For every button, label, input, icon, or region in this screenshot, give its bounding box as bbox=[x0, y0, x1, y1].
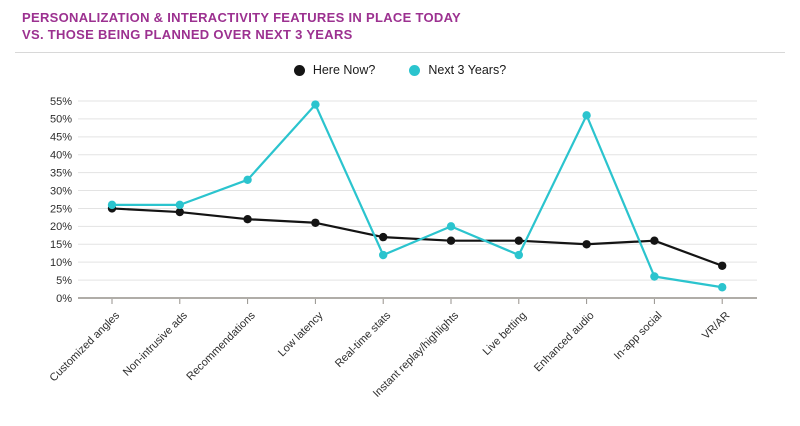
data-point-here-now bbox=[650, 236, 659, 245]
x-category-label: Low latency bbox=[276, 309, 326, 359]
legend: Here Now? Next 3 Years? bbox=[0, 63, 800, 77]
data-point-here-now bbox=[718, 261, 727, 270]
data-point-next-3-years bbox=[243, 175, 252, 184]
data-point-next-3-years bbox=[514, 250, 523, 260]
x-category-label: Customized angles bbox=[47, 309, 122, 384]
legend-label-here-now: Here Now? bbox=[312, 63, 376, 77]
data-point-next-3-years bbox=[311, 100, 320, 109]
x-category-label: Live betting bbox=[481, 310, 529, 358]
data-point-next-3-years bbox=[175, 200, 184, 210]
data-point-here-now bbox=[379, 232, 388, 242]
legend-swatch-next-3-years bbox=[409, 64, 421, 76]
chart-title-line1: PERSONALIZATION & INTERACTIVITY FEATURES… bbox=[22, 10, 462, 25]
y-tick-label: 50% bbox=[50, 114, 72, 126]
data-point-here-now bbox=[243, 215, 252, 224]
series-line-next-3-years bbox=[110, 103, 724, 289]
legend-item-next-3-years: Next 3 Years? bbox=[409, 63, 506, 77]
x-category-label: VR/AR bbox=[700, 310, 732, 342]
y-tick-label: 40% bbox=[50, 150, 72, 162]
data-point-here-now bbox=[582, 240, 591, 249]
legend-label-next-3-years: Next 3 Years? bbox=[428, 63, 507, 77]
x-category-label: Enhanced audio bbox=[532, 310, 597, 375]
data-point-next-3-years bbox=[718, 283, 727, 292]
x-category-label: Non-intrusive ads bbox=[121, 309, 190, 378]
chart-title-line2: VS. THOSE BEING PLANNED OVER NEXT 3 YEAR… bbox=[22, 27, 353, 42]
legend-item-here-now: Here Now? bbox=[293, 63, 376, 77]
y-tick-label: 45% bbox=[50, 132, 72, 144]
legend-swatch-here-now bbox=[293, 64, 305, 76]
series-line-here-now bbox=[110, 207, 724, 267]
data-point-here-now bbox=[446, 236, 456, 245]
chart-title: PERSONALIZATION & INTERACTIVITY FEATURES… bbox=[22, 9, 461, 43]
y-tick-label: 15% bbox=[50, 239, 72, 251]
title-divider bbox=[15, 52, 785, 53]
data-point-next-3-years bbox=[379, 250, 388, 260]
y-tick-label: 5% bbox=[56, 275, 72, 287]
data-point-here-now bbox=[311, 218, 320, 227]
y-tick-label: 25% bbox=[50, 203, 72, 215]
y-tick-label: 10% bbox=[50, 257, 72, 269]
x-category-label: Recommendations bbox=[184, 309, 258, 383]
y-tick-label: 0% bbox=[56, 293, 72, 305]
data-point-here-now bbox=[514, 236, 523, 245]
data-point-here-now bbox=[175, 207, 184, 217]
y-tick-label: 35% bbox=[50, 167, 72, 179]
y-tick-label: 55% bbox=[50, 96, 72, 108]
y-tick-label: 30% bbox=[50, 185, 72, 197]
data-point-next-3-years bbox=[107, 200, 117, 210]
y-tick-label: 20% bbox=[50, 221, 72, 233]
data-point-next-3-years bbox=[650, 272, 659, 281]
x-category-label: Real-time stats bbox=[333, 309, 394, 370]
data-point-next-3-years bbox=[446, 222, 456, 231]
x-category-label: In-app social bbox=[612, 310, 665, 363]
data-point-next-3-years bbox=[582, 111, 591, 120]
